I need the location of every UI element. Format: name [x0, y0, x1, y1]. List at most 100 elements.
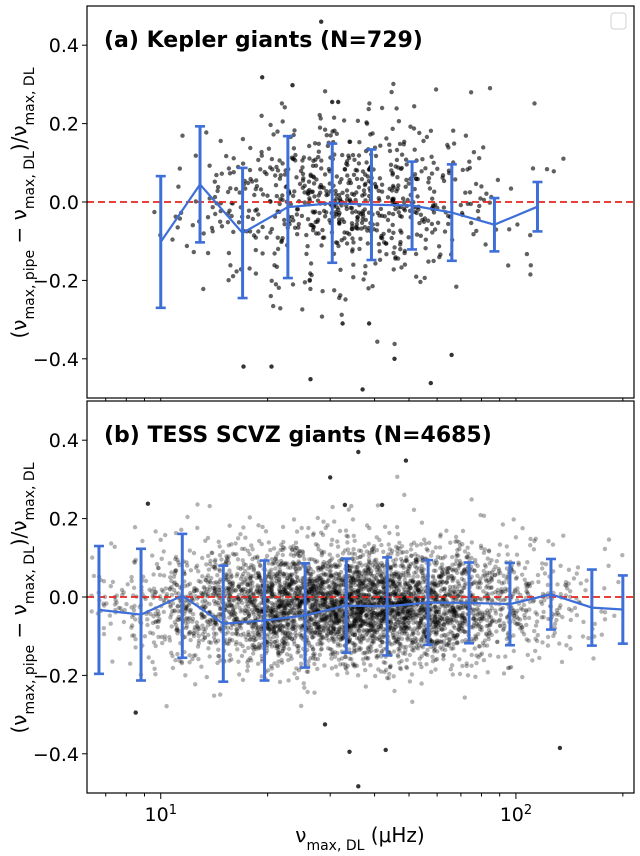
data-point [373, 592, 378, 598]
data-point [332, 128, 337, 133]
data-point [381, 549, 386, 554]
data-point [351, 622, 356, 628]
data-point [599, 632, 604, 637]
data-point [319, 579, 325, 584]
data-point [411, 561, 416, 566]
data-point [280, 236, 285, 241]
data-point [315, 621, 321, 626]
data-point [532, 101, 537, 106]
data-point [188, 609, 193, 615]
data-point [424, 546, 429, 552]
data-point [500, 590, 505, 595]
data-point [437, 575, 442, 580]
data-point [284, 632, 289, 637]
data-point [389, 610, 394, 615]
data-point [450, 568, 456, 573]
data-point [332, 626, 337, 632]
data-point [211, 580, 217, 586]
data-point [333, 564, 338, 569]
data-point [207, 601, 212, 607]
data-point [449, 613, 454, 618]
data-point [361, 577, 367, 582]
data-point [339, 656, 345, 661]
data-point [489, 619, 495, 624]
data-point [164, 592, 170, 597]
data-point [216, 638, 221, 643]
data-point [391, 616, 396, 621]
data-point [309, 616, 314, 621]
data-point [336, 634, 341, 639]
data-point [250, 625, 255, 631]
data-point [494, 559, 499, 564]
data-point [314, 231, 319, 236]
data-point [495, 571, 501, 576]
data-point [438, 574, 443, 580]
data-point [363, 621, 369, 626]
data-point [602, 610, 608, 615]
data-point [429, 627, 435, 633]
data-point [487, 570, 492, 575]
data-point [179, 659, 184, 664]
data-point [402, 599, 408, 605]
data-point [451, 607, 456, 613]
data-point [347, 614, 352, 619]
data-point [414, 612, 419, 617]
data-point [376, 590, 381, 596]
data-point [384, 136, 389, 141]
data-point [455, 586, 460, 592]
data-point [320, 235, 326, 240]
data-point [541, 609, 546, 615]
data-point [284, 621, 290, 626]
data-point [225, 603, 231, 609]
data-point [203, 626, 208, 631]
outlier-point [308, 377, 313, 382]
data-point [433, 622, 439, 628]
data-point [540, 561, 545, 566]
data-point [354, 226, 359, 231]
data-point [270, 583, 275, 588]
data-point [390, 580, 395, 585]
data-point [282, 217, 287, 223]
data-point [363, 621, 368, 627]
data-point [462, 629, 468, 635]
data-point [443, 591, 449, 596]
data-point [332, 562, 338, 567]
data-point [379, 650, 384, 655]
data-point [284, 590, 289, 595]
data-point [360, 608, 366, 613]
data-point [266, 599, 271, 605]
data-point [250, 179, 255, 184]
data-point [299, 627, 304, 632]
data-point [358, 623, 363, 629]
data-point [381, 580, 387, 586]
data-point [336, 617, 342, 622]
data-point [312, 616, 318, 621]
data-point [307, 277, 312, 283]
data-point [391, 674, 396, 679]
data-point [314, 596, 320, 601]
data-point [253, 647, 258, 652]
data-point [174, 582, 180, 588]
data-point [313, 614, 318, 619]
data-point [396, 210, 401, 215]
data-point [245, 548, 251, 553]
data-point [355, 215, 360, 220]
data-point [353, 565, 358, 570]
data-point [433, 87, 439, 92]
data-point [414, 627, 420, 633]
data-point [269, 594, 275, 599]
data-point [412, 661, 417, 666]
data-point [379, 571, 384, 576]
data-point [169, 584, 174, 590]
data-point [462, 695, 467, 700]
data-point [393, 591, 398, 596]
data-point [266, 146, 272, 151]
data-point [112, 544, 117, 549]
data-point [355, 574, 360, 579]
data-point [279, 101, 285, 106]
outlier-point [340, 321, 345, 326]
data-point [391, 198, 396, 203]
data-point [526, 581, 532, 586]
data-point [441, 567, 446, 572]
data-point [519, 625, 524, 630]
